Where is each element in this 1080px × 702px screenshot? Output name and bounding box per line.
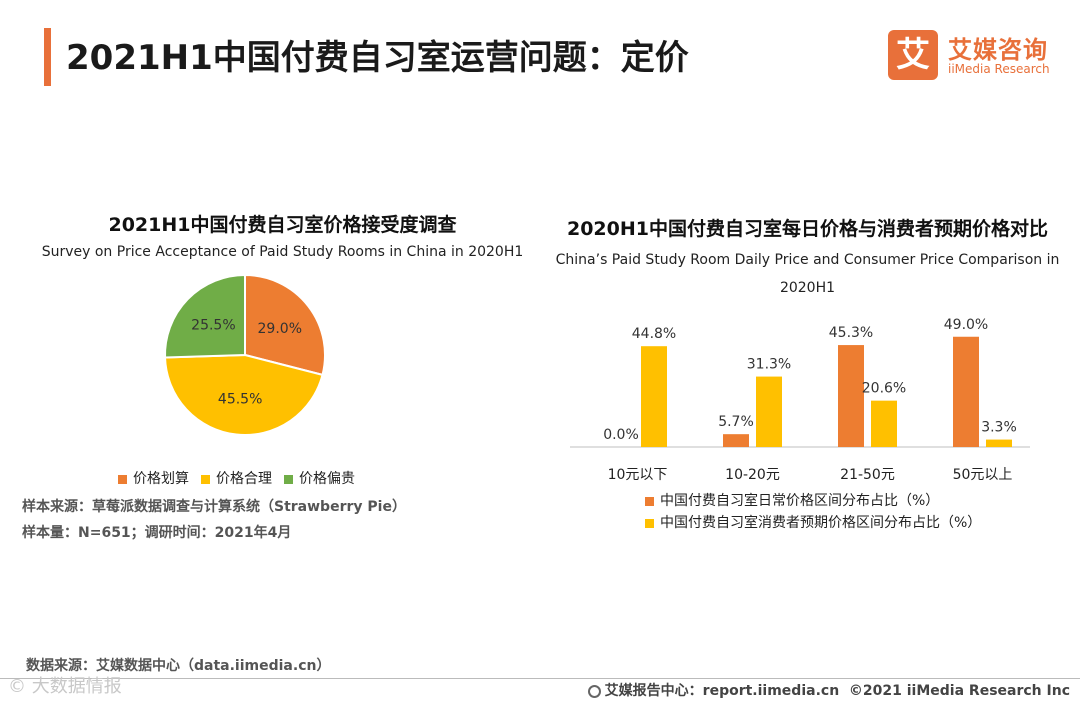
category-label-2: 21-50元 [840, 467, 895, 483]
bar-label-1-0: 44.8% [632, 326, 676, 342]
pie-legend-item-0: 价格划算 [118, 468, 189, 488]
iimedia-logo: 艾 艾媒咨询 iiMedia Research [888, 30, 1068, 82]
pie-legend-item-1: 价格合理 [201, 468, 272, 488]
logo-mark: 艾 [888, 30, 938, 80]
bar-label-0-1: 5.7% [718, 414, 754, 430]
logo-en-text: iiMedia Research [948, 62, 1050, 76]
legend-swatch-yellow [645, 518, 654, 528]
legend-swatch-orange [645, 496, 654, 506]
pie-slice-2 [164, 273, 246, 359]
legend-label-expected: 中国付费自习室消费者预期价格区间分布占比（%） [660, 515, 982, 531]
legend-swatch [201, 474, 210, 484]
bar-0-2 [838, 345, 864, 447]
footer-info: 艾媒报告中心：report.iimedia.cn ©2021 iiMedia R… [587, 680, 1070, 700]
legend-swatch [118, 474, 127, 484]
footer-divider [0, 678, 1080, 679]
copyright: ©2021 iiMedia Research Inc [848, 683, 1070, 699]
pie-label-0: 29.0% [258, 321, 302, 337]
data-source: 数据来源：艾媒数据中心（data.iimedia.cn） [26, 658, 331, 674]
bar-chart-subtitle: China’s Paid Study Room Daily Price and … [555, 252, 1060, 296]
bar-legend-item-expected: 中国付费自习室消费者预期价格区间分布占比（%） [645, 512, 981, 532]
bar-label-1-1: 31.3% [747, 357, 791, 373]
bar-label-0-3: 49.0% [944, 317, 988, 333]
bar-chart-title: 2020H1中国付费自习室每日价格与消费者预期价格对比 [566, 218, 1048, 240]
pie-label-1: 45.5% [218, 392, 262, 408]
bar-1-0 [641, 346, 667, 447]
pie-slice-1 [164, 353, 324, 436]
pie-label-2: 25.5% [191, 317, 235, 333]
sample-size-note: 样本量：N=651；调研时间：2021年4月 [22, 525, 292, 541]
globe-icon [587, 684, 601, 698]
legend-label-daily: 中国付费自习室日常价格区间分布占比（%） [660, 493, 940, 509]
category-label-1: 10-20元 [725, 467, 780, 483]
category-label-0: 10元以下 [608, 467, 668, 483]
logo-cn-text: 艾媒咨询 [948, 36, 1048, 64]
pie-legend: 价格划算 价格合理 价格偏贵 [118, 468, 367, 488]
bar-legend-item-daily: 中国付费自习室日常价格区间分布占比（%） [645, 490, 939, 510]
bar-0-3 [953, 336, 979, 447]
bar-1-1 [756, 376, 782, 447]
category-label-3: 50元以上 [953, 467, 1013, 483]
bar-label-1-3: 3.3% [981, 420, 1017, 436]
pie-legend-label: 价格划算 [133, 471, 189, 487]
bar-chart: 0.0% 44.8% 10元以下 5.7% 31.3% 10-20元 45.3% 20.6% 2… [570, 317, 1030, 483]
bar-label-1-2: 20.6% [862, 381, 906, 397]
bar-label-0-2: 45.3% [829, 325, 873, 341]
sample-source-note: 样本来源：草莓派数据调查与计算系统（Strawberry Pie） [22, 499, 406, 515]
pie-chart-title: 2021H1中国付费自习室价格接受度调查 [108, 214, 457, 236]
pie-legend-item-2: 价格偏贵 [284, 468, 355, 488]
title-accent-bar [44, 28, 51, 86]
pie-legend-label: 价格偏贵 [299, 471, 355, 487]
watermark: © 大数据情报 [8, 676, 122, 697]
pie-slice-0 [244, 273, 326, 377]
pie-chart: 29.0% 45.5% 25.5% [164, 273, 326, 436]
page-title: 2021H1中国付费自习室运营问题：定价 [66, 38, 689, 78]
pie-legend-label: 价格合理 [216, 471, 272, 487]
legend-swatch [284, 474, 293, 484]
bar-1-3 [986, 439, 1012, 447]
bar-1-2 [871, 400, 897, 447]
bar-0-1 [723, 434, 749, 447]
report-center-link[interactable]: 艾媒报告中心：report.iimedia.cn [604, 683, 840, 699]
bar-label-0-0: 0.0% [603, 427, 639, 443]
pie-chart-subtitle: Survey on Price Acceptance of Paid Study… [41, 244, 524, 260]
